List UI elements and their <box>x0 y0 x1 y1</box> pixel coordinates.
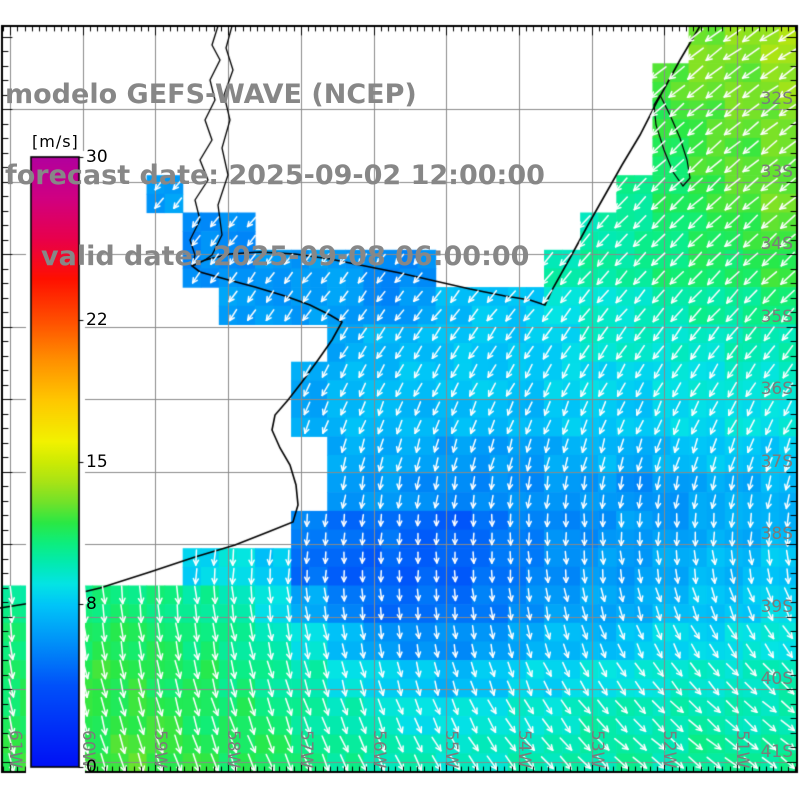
lat-label: 36S <box>760 379 793 399</box>
lat-label: 41S <box>760 741 793 762</box>
lat-label: 40S <box>760 669 793 689</box>
lon-label: 53W <box>586 730 607 769</box>
lon-label: 56W <box>368 730 389 769</box>
lon-label: 57W <box>295 730 316 769</box>
valid-date: valid date: 2025-09-08 06:00:00 <box>41 241 530 272</box>
lat-label: 33S <box>760 161 793 182</box>
lat-label: 35S <box>760 306 793 327</box>
colorbar-tick-label: 15 <box>86 452 108 472</box>
lon-label: 58W <box>223 730 244 769</box>
lon-label: 59W <box>150 730 171 769</box>
lon-label: 61W <box>5 730 25 769</box>
lat-label: 37S <box>760 451 793 472</box>
colorbar-tick-label: 30 <box>86 147 108 167</box>
lon-label: 51W <box>732 730 752 769</box>
colorbar-unit-label: [m/s] <box>32 132 79 151</box>
lat-label: 34S <box>760 234 793 254</box>
lat-label: 39S <box>760 596 793 617</box>
lon-label: 52W <box>659 730 680 769</box>
lon-label: 54W <box>513 730 534 769</box>
forecast-title: modelo GEFS-WAVE (NCEP) forecast date: 2… <box>5 27 545 324</box>
model-name: modelo GEFS-WAVE (NCEP) <box>5 79 417 110</box>
colorbar-tick-label: 8 <box>86 594 97 615</box>
colorbar-tick-label: 0 <box>86 757 97 777</box>
forecast-date: forecast date: 2025-09-02 12:00:00 <box>5 160 545 191</box>
lat-label: 32S <box>760 89 793 109</box>
colorbar-tick-label: 22 <box>86 309 108 330</box>
lat-label: 38S <box>760 524 793 544</box>
lon-label: 55W <box>441 730 462 769</box>
